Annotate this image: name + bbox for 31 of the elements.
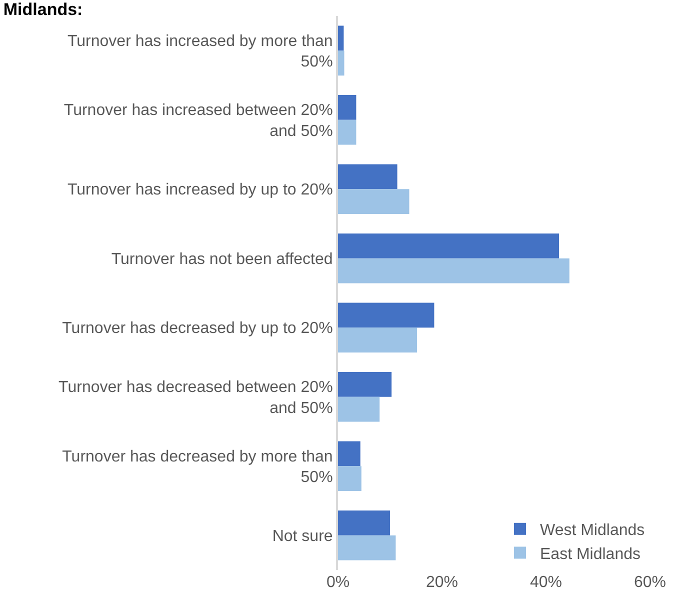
y-tick-label: Not sure <box>272 528 333 545</box>
bar <box>338 396 380 422</box>
bar <box>338 466 362 492</box>
y-tick-label: Turnover has not been affected <box>111 250 333 268</box>
y-tick-label: Turnover has increased by more than 50% <box>67 32 333 71</box>
bar <box>338 233 559 258</box>
y-tick-label: Turnover has decreased by more than 50% <box>62 448 333 486</box>
bar <box>338 258 570 284</box>
bar <box>338 189 410 214</box>
x-tick-label: 20% <box>426 574 458 591</box>
bar <box>338 164 398 190</box>
legend-label: West Midlands <box>540 522 645 540</box>
text: Midlands: <box>3 0 83 19</box>
bar <box>338 120 356 145</box>
x-tick-label: 0% <box>326 574 350 591</box>
bar <box>338 510 390 536</box>
bar <box>338 328 418 353</box>
legend-label: East Midlands <box>540 546 640 563</box>
bar <box>338 26 344 51</box>
y-tick-label: Turnover has decreased between 20% and 50% <box>58 379 333 417</box>
y-tick-label: Turnover has decreased by up to 20% <box>62 320 333 338</box>
y-tick-label: Turnover has increased by up to 20% <box>67 182 333 199</box>
bar <box>338 94 356 120</box>
bar <box>338 441 360 466</box>
y-tick-label: Turnover has increased between 20% and 50% <box>64 102 333 140</box>
x-tick-label: 60% <box>634 574 666 591</box>
bar <box>338 535 396 560</box>
bar <box>338 372 392 397</box>
x-tick-label: 40% <box>530 574 562 591</box>
bar <box>338 50 344 76</box>
bar <box>338 302 434 328</box>
